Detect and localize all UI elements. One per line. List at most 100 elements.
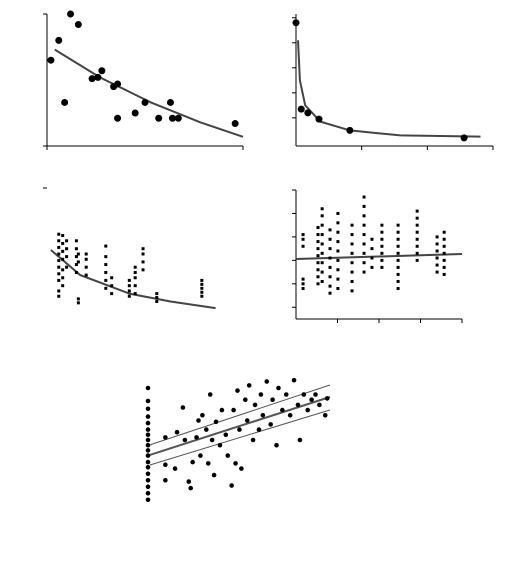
point <box>295 402 301 408</box>
point <box>61 98 69 106</box>
point <box>396 223 400 227</box>
point <box>57 239 61 243</box>
point <box>301 282 305 286</box>
point <box>172 466 178 471</box>
point <box>207 392 213 397</box>
point <box>174 114 182 122</box>
point <box>76 260 80 264</box>
point <box>435 242 439 246</box>
point <box>74 255 78 259</box>
point <box>442 272 446 276</box>
point <box>47 56 55 64</box>
point <box>76 252 80 256</box>
point <box>57 232 61 236</box>
point <box>415 251 419 255</box>
point <box>435 263 439 267</box>
point <box>133 284 137 288</box>
point <box>145 398 151 404</box>
point <box>217 442 223 448</box>
point <box>362 261 366 265</box>
point <box>114 80 122 88</box>
point <box>396 272 400 276</box>
point <box>362 233 366 237</box>
point <box>110 284 114 288</box>
point <box>316 240 320 244</box>
point <box>442 237 446 241</box>
fit-line <box>50 249 216 310</box>
point <box>396 244 400 248</box>
point <box>127 284 131 288</box>
point <box>380 230 384 234</box>
point <box>104 270 108 274</box>
point <box>415 209 419 213</box>
point <box>145 414 151 419</box>
point <box>133 265 137 269</box>
point <box>396 258 400 262</box>
point <box>442 244 446 248</box>
point <box>350 223 354 227</box>
point <box>76 297 80 301</box>
point <box>174 429 180 435</box>
point <box>297 437 303 443</box>
point <box>209 437 215 443</box>
point <box>291 377 297 383</box>
point <box>316 268 320 272</box>
point <box>84 252 88 256</box>
point <box>198 453 203 458</box>
point <box>163 478 168 483</box>
point <box>316 233 320 237</box>
point <box>166 98 174 106</box>
point <box>328 291 332 295</box>
point <box>396 237 400 241</box>
point <box>283 392 289 397</box>
point <box>350 233 354 237</box>
point <box>336 277 340 281</box>
point <box>84 257 88 261</box>
point <box>270 397 275 403</box>
point <box>127 289 131 293</box>
point <box>305 407 311 413</box>
point <box>57 245 61 249</box>
point <box>61 234 65 238</box>
point <box>380 244 384 248</box>
fit-line <box>295 253 463 260</box>
point <box>98 67 106 75</box>
point <box>235 388 240 393</box>
fit-line <box>54 48 244 138</box>
point <box>442 230 446 234</box>
point <box>442 251 446 255</box>
point <box>322 413 328 418</box>
point <box>141 260 145 264</box>
point <box>280 407 285 413</box>
point <box>380 237 384 241</box>
point <box>435 270 439 274</box>
point <box>104 286 108 290</box>
point <box>362 251 366 255</box>
point <box>301 237 305 241</box>
point <box>350 279 354 283</box>
point <box>316 226 320 230</box>
fit-line <box>149 396 331 456</box>
point <box>61 241 65 245</box>
point <box>200 282 204 286</box>
point <box>233 461 238 466</box>
point <box>145 427 151 432</box>
point <box>287 413 293 418</box>
point <box>94 73 102 81</box>
point <box>61 276 65 280</box>
point <box>57 265 61 269</box>
point <box>196 418 201 423</box>
fit-line <box>297 40 481 138</box>
point <box>200 413 205 418</box>
point <box>65 239 69 243</box>
point <box>133 270 137 274</box>
point <box>190 459 195 465</box>
point <box>231 407 236 413</box>
point <box>104 263 108 267</box>
point <box>320 261 324 265</box>
point <box>145 453 151 458</box>
point <box>145 497 151 503</box>
point <box>274 442 279 448</box>
point <box>231 120 239 128</box>
